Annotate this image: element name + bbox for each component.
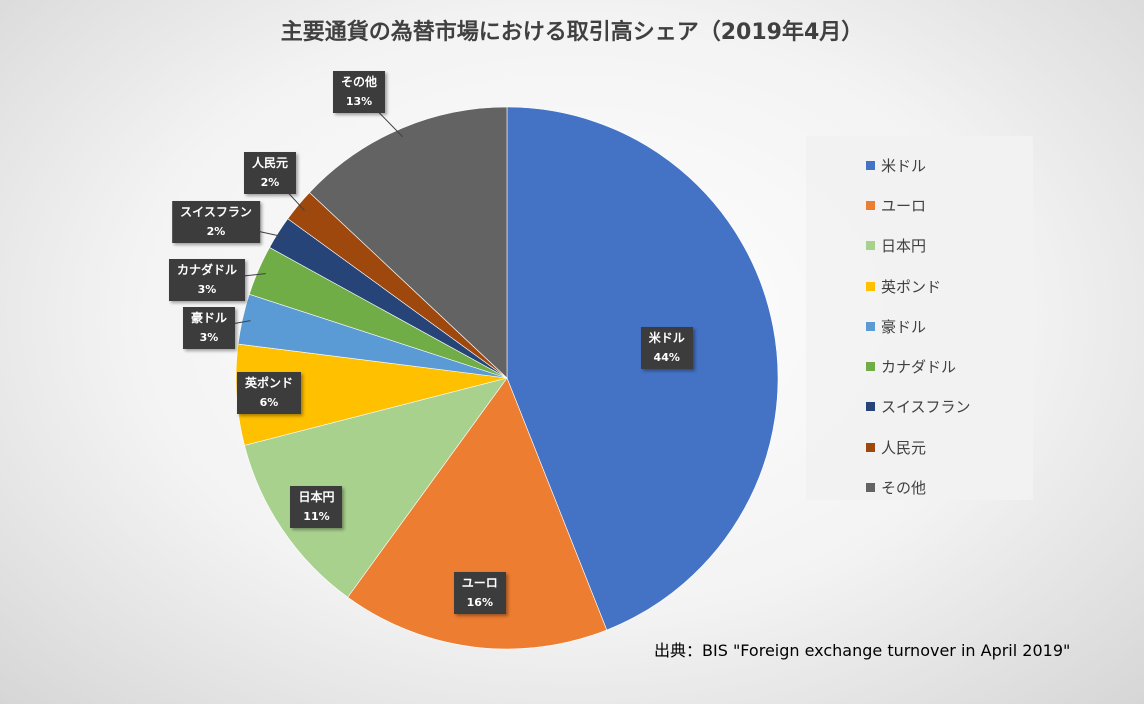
data-label-value: 44% (653, 350, 680, 364)
data-label-value: 13% (345, 95, 373, 108)
legend-swatch (866, 241, 875, 251)
data-label-value: 3% (199, 331, 219, 344)
pie-slice-1 (347, 377, 608, 650)
legend-swatch (866, 321, 875, 331)
legend-label: 米ドル (881, 156, 927, 175)
legend-label: 英ポンド (881, 277, 942, 296)
legend-label: 人民元 (881, 438, 927, 457)
chart-title: 主要通貨の為替市場における取引高シェア（2019年4月） (280, 20, 864, 45)
data-label-name: 豪ドル (190, 311, 228, 325)
legend-label: 豪ドル (881, 317, 927, 336)
data-label: 日本円 11% (290, 486, 343, 529)
legend-item: 豪ドル (806, 306, 1033, 346)
legend-swatch (866, 483, 875, 493)
data-label: カナダドル 3% (168, 259, 246, 301)
legend-label: ユーロ (881, 196, 927, 215)
legend-item: スイスフラン (806, 387, 1033, 427)
data-label: その他 13% (332, 71, 386, 113)
legend-swatch (866, 402, 875, 412)
data-label-name: 日本円 (298, 490, 335, 505)
legend-item: 日本円 (806, 226, 1033, 266)
legend-item: その他 (806, 467, 1033, 507)
legend-label: 日本円 (881, 237, 927, 256)
data-label-value: 3% (197, 283, 217, 296)
data-label-value: 16% (466, 596, 493, 610)
data-label-name: 英ポンド (244, 375, 293, 390)
legend-item: ユーロ (806, 185, 1033, 225)
data-label-value: 2% (206, 225, 226, 238)
data-label: 英ポンド 6% (236, 371, 301, 414)
legend-swatch (866, 362, 875, 372)
pie-slice-8 (309, 106, 508, 379)
legend-label: スイスフラン (881, 398, 971, 417)
data-label: 豪ドル 3% (182, 307, 236, 349)
data-label: 米ドル 44% (640, 326, 693, 369)
legend: 米ドルユーロ日本円英ポンド豪ドルカナダドルスイスフラン 人民元その他 (806, 136, 1033, 500)
data-label-name: その他 (340, 75, 378, 89)
legend-item: 米ドル (806, 145, 1033, 185)
legend-swatch (866, 442, 875, 452)
data-label-name: カナダドル (176, 263, 238, 277)
legend-item: 英ポンド (806, 266, 1033, 306)
legend-swatch (866, 281, 875, 291)
legend-label: その他 (881, 479, 927, 498)
data-label-name: スイスフラン (180, 205, 252, 219)
data-label: スイスフラン 2% (172, 201, 260, 243)
legend-swatch (866, 200, 875, 210)
data-label-value: 2% (260, 176, 280, 189)
legend-swatch (866, 160, 875, 170)
data-label-value: 6% (259, 395, 279, 409)
data-label: ユーロ 16% (453, 572, 506, 615)
data-label-name: 米ドル (648, 330, 685, 345)
pie-slice-2 (244, 377, 508, 598)
legend-item: 人民元 (806, 427, 1033, 467)
data-label-value: 11% (303, 510, 330, 524)
legend-label: カナダドル (881, 358, 957, 377)
source-note: 出典：BIS "Foreign exchange turnover in Apr… (654, 641, 1071, 660)
legend-item: カナダドル (806, 346, 1033, 386)
data-label-name: 人民元 (251, 156, 289, 170)
pie-slices (235, 106, 779, 650)
data-label: 人民元 2% (243, 152, 297, 194)
data-label-name: ユーロ (461, 576, 498, 591)
